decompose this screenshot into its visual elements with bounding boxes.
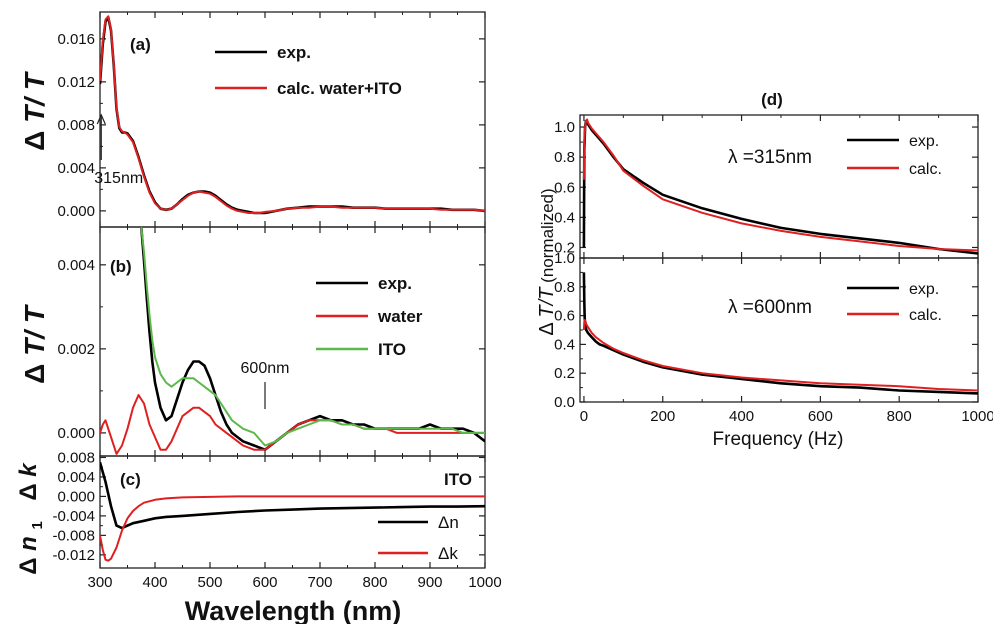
x-tick-label: 200 bbox=[650, 408, 675, 425]
series-line-1 bbox=[140, 227, 485, 451]
legend-label: exp. bbox=[378, 274, 412, 293]
y-tick-label: 0.000 bbox=[57, 203, 95, 220]
y-tick-label: 0.004 bbox=[57, 257, 95, 274]
y-tick-label: 0.012 bbox=[57, 74, 95, 91]
panel-label: (b) bbox=[110, 257, 132, 276]
right-xlabel: Frequency (Hz) bbox=[713, 429, 844, 450]
series-line-2 bbox=[100, 15, 485, 214]
y-tick-label: 1.0 bbox=[554, 250, 575, 267]
panel-title: (d) bbox=[761, 90, 783, 109]
y-tick-label: 0.4 bbox=[554, 336, 575, 353]
y-tick-label: 0.000 bbox=[57, 488, 95, 505]
series-group bbox=[100, 227, 485, 455]
c-ylabel-n: Δ n 1 bbox=[15, 521, 46, 575]
x-tick-label: 1000 bbox=[961, 408, 993, 425]
panel-label: (a) bbox=[130, 35, 151, 54]
chart-panel-3: 0.008 0.004 0.000 -0.004 -0.008 -0.012 300 400 5… bbox=[52, 449, 501, 591]
series-group bbox=[100, 15, 485, 215]
legend-label: Δk bbox=[438, 544, 458, 563]
series-line-2 bbox=[582, 118, 978, 252]
y-tick-label: -0.004 bbox=[52, 508, 95, 525]
c-ylabel-k: Δ k bbox=[15, 462, 42, 501]
series-group bbox=[582, 272, 978, 395]
annotation-text: 315nm bbox=[94, 170, 143, 187]
legend-label: Δn bbox=[438, 513, 459, 532]
legend-label: water bbox=[377, 307, 423, 326]
y-tick-label: 0.002 bbox=[57, 341, 95, 358]
right-ylabel: Δ T/T (normalized) bbox=[536, 188, 558, 335]
y-tick-label: 0.0 bbox=[554, 394, 575, 411]
wavelength-annotation: λ =600nm bbox=[728, 297, 812, 318]
legend-label: calc. bbox=[909, 161, 942, 178]
chart-panel-2: 0.004 0.002 0.000 exp. water ITO (b) 600nm bbox=[57, 226, 486, 457]
plot-frame bbox=[99, 226, 486, 457]
y-tick-label: 0.4 bbox=[554, 209, 575, 226]
x-tick-label: 1000 bbox=[468, 574, 501, 591]
wavelength-annotation: λ =315nm bbox=[728, 147, 812, 168]
legend-label: calc. bbox=[909, 307, 942, 324]
series-line-2 bbox=[100, 495, 485, 562]
y-tick-label: 0.8 bbox=[554, 149, 575, 166]
y-tick-label: -0.012 bbox=[52, 547, 95, 564]
y-tick-label: 0.004 bbox=[57, 160, 95, 177]
annotation-text: 600nm bbox=[241, 360, 290, 377]
panels: 0.016 0.012 0.008 0.004 0.000 exp. calc. water… bbox=[52, 11, 993, 591]
chart-panel-4: 1.0 0.8 0.6 0.4 0.2 exp. calc. (d) λ =315nm bbox=[554, 90, 979, 259]
legend-label: exp. bbox=[909, 281, 939, 298]
y-tick-label: 0.8 bbox=[554, 279, 575, 296]
left-xlabel: Wavelength (nm) bbox=[185, 596, 402, 624]
x-tick-label: 800 bbox=[362, 574, 387, 591]
y-tick-label: 0.2 bbox=[554, 239, 575, 256]
series-line-1 bbox=[582, 272, 978, 395]
chart-panel-5: 1.0 0.8 0.6 0.4 0.2 0.0 0 200 400 600 800 1000 exp. c… bbox=[554, 250, 993, 425]
y-tick-label: -0.008 bbox=[52, 527, 95, 544]
y-tick-label: 0.008 bbox=[57, 117, 95, 134]
plot-frame bbox=[99, 455, 486, 569]
legend-label: exp. bbox=[909, 133, 939, 150]
annotation-arrowhead bbox=[96, 113, 106, 125]
y-tick-label: 0.6 bbox=[554, 179, 575, 196]
y-tick-label: 0.004 bbox=[57, 469, 95, 486]
series-group bbox=[100, 461, 485, 562]
y-tick-label: 0.008 bbox=[57, 449, 95, 466]
series-line-3 bbox=[140, 227, 485, 447]
panel-subtitle: ITO bbox=[444, 470, 472, 489]
x-tick-label: 700 bbox=[307, 574, 332, 591]
panel-label: (c) bbox=[120, 470, 141, 489]
y-tick-label: 1.0 bbox=[554, 119, 575, 136]
x-tick-label: 600 bbox=[252, 574, 277, 591]
x-tick-label: 300 bbox=[87, 574, 112, 591]
x-tick-label: 400 bbox=[142, 574, 167, 591]
x-tick-label: 900 bbox=[417, 574, 442, 591]
legend-label: ITO bbox=[378, 340, 406, 359]
x-tick-label: 500 bbox=[197, 574, 222, 591]
x-tick-label: 600 bbox=[808, 408, 833, 425]
series-line-2 bbox=[582, 318, 978, 392]
left-ylabel-a: Δ T/ T bbox=[19, 70, 50, 151]
y-tick-label: 0.2 bbox=[554, 365, 575, 382]
x-tick-label: 800 bbox=[887, 408, 912, 425]
left-ylabel-b: Δ T/ T bbox=[19, 303, 50, 384]
y-tick-label: 0.016 bbox=[57, 31, 95, 48]
series-line-2 bbox=[100, 394, 485, 455]
chart-panel-1: 0.016 0.012 0.008 0.004 0.000 exp. calc. water… bbox=[57, 11, 486, 228]
x-tick-label: 400 bbox=[729, 408, 754, 425]
series-line-1 bbox=[100, 461, 485, 530]
x-tick-label: 0 bbox=[580, 408, 588, 425]
y-tick-label: 0.000 bbox=[57, 425, 95, 442]
legend-label: calc. water+ITO bbox=[277, 79, 402, 98]
series-group bbox=[582, 118, 978, 255]
legend-label: exp. bbox=[277, 43, 311, 62]
y-tick-label: 0.6 bbox=[554, 308, 575, 325]
